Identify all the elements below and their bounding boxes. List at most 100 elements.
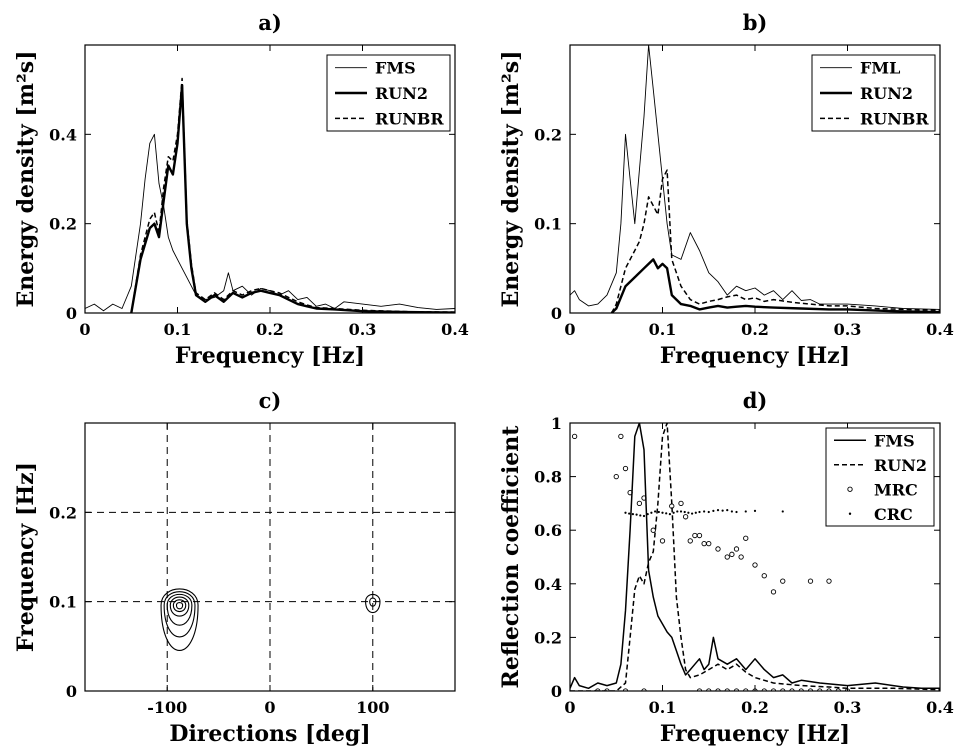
contour-group-1 [160, 588, 199, 651]
series-crc [624, 509, 784, 518]
x-tick-label: 100 [356, 698, 389, 717]
data-point-crc [683, 510, 686, 514]
contour-line [166, 593, 193, 626]
y-tick-label: 0.4 [49, 125, 77, 144]
data-point-mrc [826, 578, 832, 584]
x-tick-label: 0 [564, 320, 575, 339]
series-line-runbr [130, 77, 455, 313]
data-point-mrc [678, 500, 684, 507]
contour-line [369, 597, 377, 607]
y-tick-label: 0 [66, 304, 77, 323]
ticks: -100 0 100 0 0.1 0.2 [49, 423, 455, 717]
legend: FML RUN2 RUNBR [811, 54, 936, 132]
x-tick-label: 0.4 [926, 320, 954, 339]
y-axis-label: Reflection coefficient [498, 425, 524, 689]
series-line-run2 [610, 258, 940, 313]
plot-area [570, 45, 940, 313]
contour-line [365, 593, 381, 614]
y-tick-label: 0.2 [49, 215, 77, 234]
panel-title: a) [258, 10, 282, 35]
ticks: 0 0.1 0.2 0.3 0.4 0 0.2 0.4 0.6 0.8 1 [534, 414, 954, 717]
legend-label: RUNBR [375, 109, 444, 128]
legend-label: CRC [874, 505, 913, 524]
data-point-crc [716, 509, 720, 512]
ticks: 0 0.1 0.2 0.3 0.4 0 0.2 0.4 [49, 45, 469, 339]
data-point-crc [744, 510, 747, 513]
y-tick-label: 0.2 [534, 125, 562, 144]
x-axis-label: Directions [deg] [169, 721, 370, 747]
data-point-crc [668, 513, 672, 516]
data-point-mrc [706, 540, 712, 547]
series-line-fms [85, 133, 455, 312]
legend-marker-crc [848, 512, 852, 515]
data-point-mrc [622, 465, 629, 472]
contour-line [160, 588, 199, 651]
contour-line [169, 596, 190, 617]
data-point-crc [665, 512, 668, 515]
data-point-mrc [641, 495, 647, 501]
y-axis-label: Energy density [m²s] [498, 50, 524, 307]
y-tick-label: 0.1 [534, 215, 562, 234]
series-runbr [610, 169, 940, 313]
data-point-crc [631, 513, 635, 516]
legend-marker-mrc [847, 486, 853, 492]
series-run2 [130, 84, 455, 313]
y-tick-label: 0.4 [534, 575, 562, 594]
plot-area [570, 423, 940, 691]
data-point-mrc [622, 688, 629, 691]
data-point-mrc [696, 532, 703, 539]
data-point-mrc [752, 562, 758, 568]
data-point-crc [712, 509, 715, 513]
data-point-mrc [835, 688, 841, 691]
data-point-mrc [826, 688, 832, 691]
data-point-crc [691, 512, 694, 515]
data-point-mrc [715, 546, 721, 552]
data-point-mrc [682, 514, 689, 520]
y-axis-label: Energy density [m²s] [13, 50, 39, 307]
data-point-crc [735, 510, 738, 514]
y-tick-label: 0.2 [534, 628, 562, 647]
y-tick-label: 0 [66, 682, 77, 701]
panel-1: a) 0 0.1 0.2 0.3 0.4 0 0.2 0.4 Frequency [Hz] Ener… [13, 10, 469, 369]
series-line-run2 [130, 84, 455, 313]
data-point-crc [657, 510, 660, 514]
contour-line [175, 601, 184, 610]
ticks: 0 0.1 0.2 0.3 0.4 0 0.1 0.2 [534, 45, 954, 339]
x-tick-label: 0.1 [649, 320, 677, 339]
data-point-mrc [571, 433, 578, 440]
x-tick-label: 0.3 [834, 698, 862, 717]
contour-line [172, 599, 187, 613]
x-tick-label: 0.2 [741, 698, 769, 717]
contour-line [163, 591, 196, 638]
data-point-crc [730, 510, 733, 513]
data-point-crc [639, 514, 642, 517]
data-point-mrc [724, 688, 730, 691]
data-point-mrc [706, 688, 712, 691]
data-point-crc [726, 509, 729, 512]
data-point-mrc [780, 688, 786, 691]
series-run2 [610, 258, 940, 313]
data-point-mrc [687, 538, 693, 544]
series-runbr [130, 77, 455, 313]
x-tick-label: -100 [147, 698, 187, 717]
legend: FMS RUN2 MRC CRC [825, 427, 935, 527]
series-line-run2 [570, 423, 940, 691]
data-point-mrc [743, 688, 749, 691]
data-point-crc [753, 509, 757, 513]
data-point-mrc [641, 688, 647, 691]
data-point-mrc [789, 688, 795, 691]
x-axis-label: Frequency [Hz] [660, 343, 850, 369]
contour-group-2 [365, 593, 381, 614]
data-point-mrc [798, 688, 804, 691]
x-axis-label: Frequency [Hz] [175, 343, 365, 369]
data-point-crc [672, 511, 675, 514]
data-point-mrc [636, 500, 643, 507]
y-tick-label: 0 [551, 304, 562, 323]
data-point-mrc [715, 688, 721, 691]
data-point-mrc [761, 688, 767, 691]
series-run2 [570, 423, 940, 691]
data-point-mrc [770, 688, 777, 691]
x-tick-label: 0 [564, 698, 575, 717]
series-line-runbr [610, 169, 940, 313]
